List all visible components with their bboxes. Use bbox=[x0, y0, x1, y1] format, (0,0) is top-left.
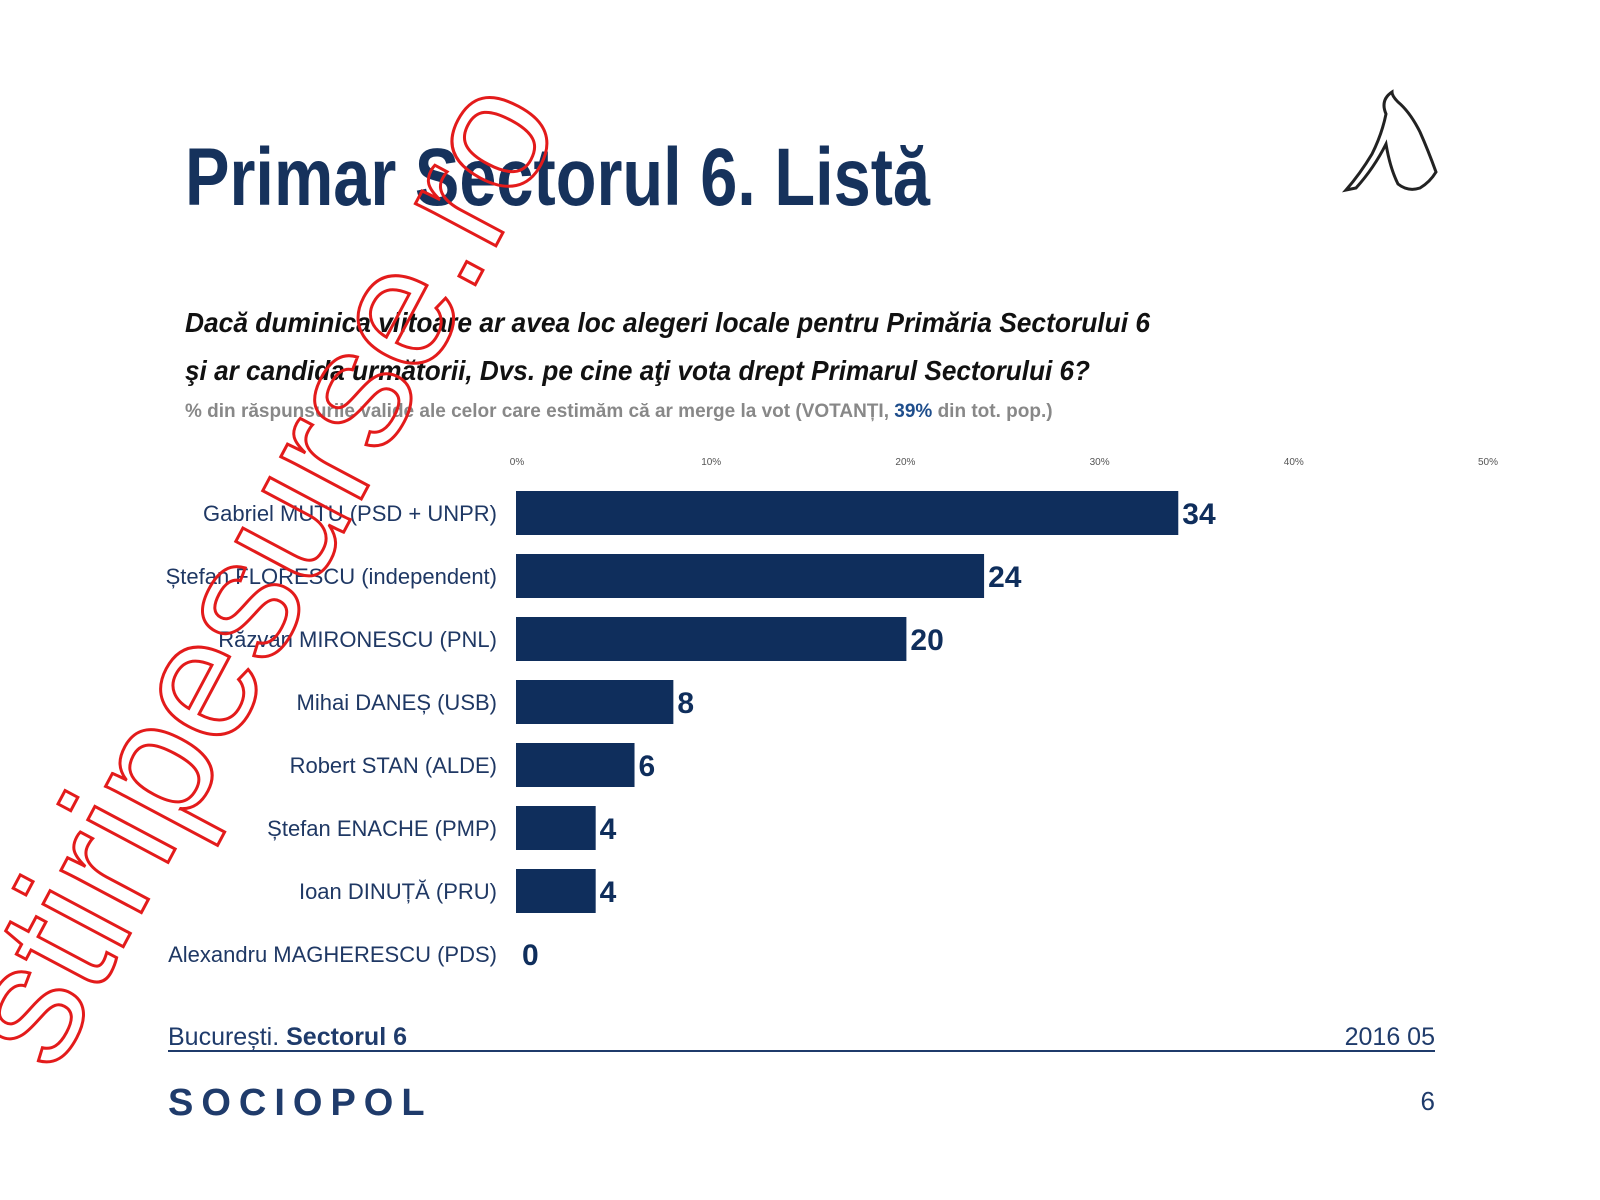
value-label: 0 bbox=[522, 939, 539, 972]
bar bbox=[516, 617, 907, 661]
x-tick-label: 30% bbox=[1090, 457, 1110, 468]
logo bbox=[1341, 89, 1438, 193]
category-label: Ștefan ENACHE (PMP) bbox=[267, 816, 497, 841]
x-tick-label: 10% bbox=[701, 457, 721, 468]
x-tick-label: 20% bbox=[895, 457, 915, 468]
footer-sector: Sectorul 6 bbox=[286, 1023, 407, 1051]
title: Primar Sectorul 6. Listă bbox=[185, 132, 931, 223]
value-label: 4 bbox=[600, 876, 617, 909]
category-label: Ioan DINUȚĂ (PRU) bbox=[299, 879, 497, 904]
logo-figure bbox=[1341, 89, 1438, 193]
bar bbox=[516, 869, 596, 913]
value-label: 6 bbox=[639, 750, 656, 783]
question-line: şi ar candida următorii, Dvs. pe cine aţ… bbox=[185, 355, 1090, 386]
category-label: Robert STAN (ALDE) bbox=[290, 753, 497, 778]
subtitle: % din răspunsurile valide ale celor care… bbox=[185, 401, 1053, 422]
category-label: Mihai DANEȘ (USB) bbox=[297, 690, 497, 715]
category-label: Alexandru MAGHERESCU (PDS) bbox=[168, 942, 497, 967]
footer-date: 2016 05 bbox=[1345, 1023, 1435, 1051]
bar bbox=[516, 554, 985, 598]
page-number: 6 bbox=[1421, 1086, 1435, 1116]
value-label: 4 bbox=[600, 813, 617, 846]
value-label: 8 bbox=[677, 687, 694, 720]
bar bbox=[516, 680, 674, 724]
category-label: Ștefan FLORESCU (independent) bbox=[166, 564, 497, 589]
question-line: Dacă duminica viitoare ar avea loc alege… bbox=[185, 307, 1150, 338]
x-tick-label: 40% bbox=[1284, 457, 1304, 468]
value-label: 34 bbox=[1182, 498, 1216, 531]
subtitle-text: din tot. pop.) bbox=[932, 401, 1052, 422]
footer-city: București. bbox=[168, 1023, 286, 1051]
x-tick-label: 0% bbox=[510, 457, 525, 468]
footer-location: București. Sectorul 6 bbox=[168, 1023, 407, 1051]
bar bbox=[516, 743, 635, 787]
bar bbox=[516, 491, 1179, 535]
value-label: 20 bbox=[910, 624, 943, 657]
value-label: 24 bbox=[988, 561, 1022, 594]
bar bbox=[516, 806, 596, 850]
subtitle-highlight: 39% bbox=[894, 401, 932, 422]
brand: SOCIOPOL bbox=[168, 1082, 433, 1124]
category-label: Gabriel MUTU (PSD + UNPR) bbox=[203, 501, 497, 526]
category-label: Răzvan MIRONESCU (PNL) bbox=[218, 627, 497, 652]
x-tick-label: 50% bbox=[1478, 457, 1498, 468]
plot: 0% 10% 20% 30% 40% 50% Gabriel MUTU (PSD + UNP… bbox=[166, 457, 1499, 972]
subtitle-text: % din răspunsurile valide ale celor care… bbox=[185, 401, 894, 422]
